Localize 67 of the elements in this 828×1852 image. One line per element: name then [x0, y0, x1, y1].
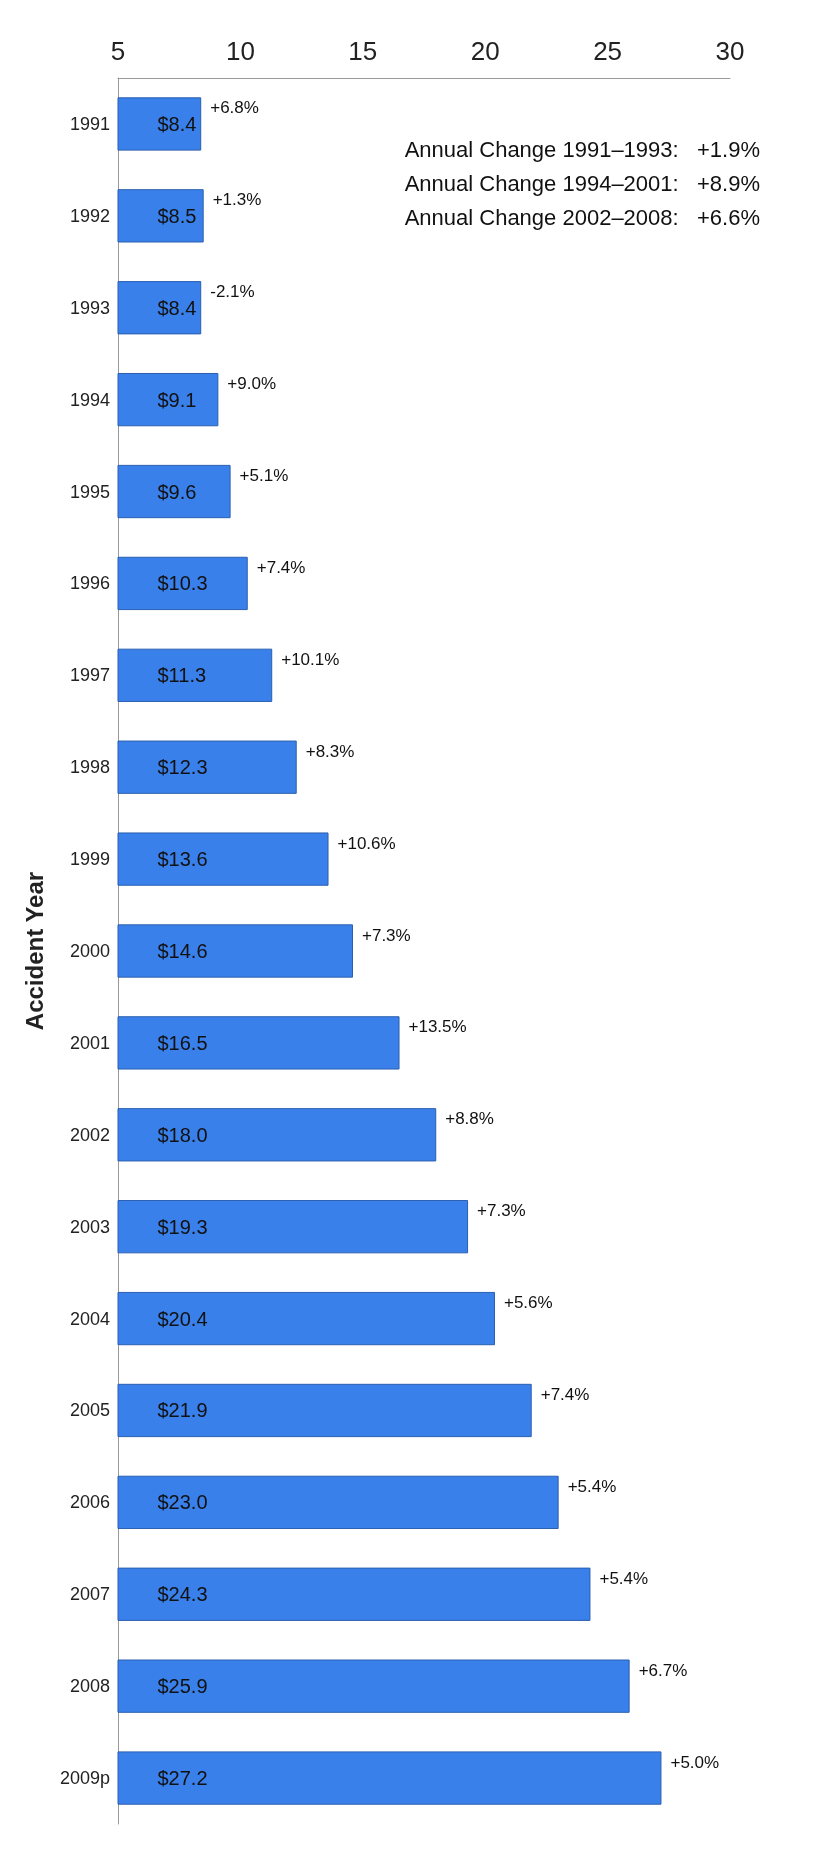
data-label: $8.4 — [157, 112, 197, 135]
annotation: +10.1% — [281, 649, 340, 669]
x-tick-label: 25 — [593, 36, 623, 66]
x-tick-label: 20 — [470, 36, 500, 66]
y-tick-label: 1994 — [69, 389, 110, 410]
y-tick-label: 2004 — [69, 1308, 110, 1329]
annotation: Annual Change 1991–1993: +1.9% — [404, 136, 761, 162]
data-label: $12.3 — [157, 756, 208, 779]
y-tick-label: 1999 — [69, 849, 110, 870]
annotation: +7.4% — [540, 1384, 590, 1404]
annotation: +5.1% — [239, 466, 289, 486]
y-axis-title: Accident Year — [20, 871, 48, 1031]
annotation: +8.3% — [305, 741, 355, 761]
y-tick-label: 2007 — [69, 1584, 110, 1605]
y-tick-label: 2009p — [59, 1768, 110, 1789]
x-tick-label: 15 — [348, 36, 378, 66]
annotation: +13.5% — [408, 1017, 467, 1037]
annotation: +5.6% — [503, 1293, 553, 1313]
data-label: $23.0 — [157, 1491, 208, 1514]
y-tick-label: 2000 — [69, 941, 110, 961]
x-tick-label: 10 — [225, 36, 255, 66]
x-tick-label: 30 — [715, 36, 745, 66]
annotation: +5.4% — [599, 1568, 649, 1588]
data-label: $10.3 — [157, 572, 208, 595]
y-tick-label: 2005 — [69, 1400, 110, 1421]
annotation: +7.3% — [477, 1201, 526, 1221]
annotation: +7.4% — [256, 557, 306, 577]
annotation: Annual Change 1994–2001: +8.9% — [404, 170, 761, 196]
data-label: $14.6 — [157, 940, 208, 962]
data-label: $20.4 — [157, 1307, 208, 1330]
annotation: +10.6% — [337, 833, 396, 853]
x-tick-label: 5 — [110, 36, 126, 66]
data-label: $24.3 — [157, 1583, 208, 1606]
annotation: +9.0% — [227, 374, 277, 394]
data-label: $19.3 — [157, 1215, 208, 1238]
y-tick-label: 1993 — [69, 297, 110, 318]
y-tick-label: 1996 — [69, 573, 110, 594]
annotation: +5.4% — [567, 1476, 617, 1496]
y-tick-label: 1995 — [69, 481, 110, 502]
data-label: $21.9 — [157, 1399, 208, 1422]
data-label: $8.4 — [157, 296, 197, 319]
data-label: $8.5 — [157, 204, 197, 227]
annotation: +5.0% — [670, 1752, 720, 1772]
y-tick-label: 1997 — [69, 665, 110, 686]
annotation: +7.3% — [362, 925, 411, 945]
data-label: $11.3 — [157, 664, 207, 687]
annotation: Annual Change 2002–2008: +6.6% — [404, 204, 761, 230]
data-label: $27.2 — [157, 1767, 208, 1790]
data-label: $25.9 — [157, 1675, 208, 1698]
annotation: -2.1% — [210, 282, 255, 302]
data-label: $9.1 — [157, 388, 197, 411]
y-tick-label: 1992 — [69, 205, 110, 226]
data-label: $16.5 — [157, 1031, 208, 1054]
y-tick-label: 2003 — [69, 1216, 110, 1237]
y-tick-label: 2002 — [69, 1124, 110, 1145]
y-tick-label: 2008 — [69, 1676, 110, 1697]
data-label: $18.0 — [157, 1123, 208, 1146]
annotation: +6.7% — [638, 1660, 688, 1680]
y-tick-label: 2006 — [69, 1492, 110, 1513]
y-tick-label: 2001 — [69, 1032, 110, 1053]
data-label: $13.6 — [157, 848, 208, 871]
y-tick-label: 1991 — [69, 113, 110, 134]
y-tick-label: 1998 — [69, 757, 110, 778]
annotation: +6.8% — [210, 98, 259, 118]
data-label: $9.6 — [157, 480, 197, 503]
annotation: +1.3% — [212, 190, 262, 210]
annotation: +8.8% — [445, 1109, 494, 1129]
